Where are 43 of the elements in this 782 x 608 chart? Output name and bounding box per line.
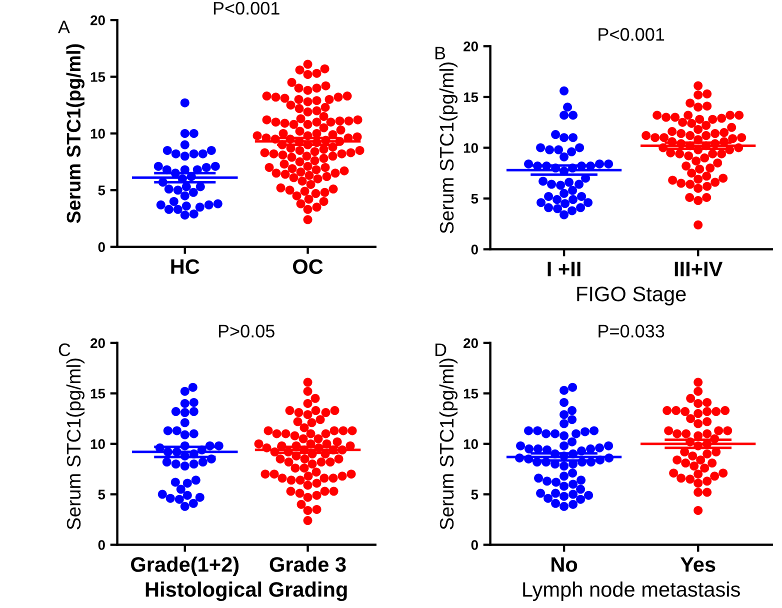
y-tick-label: 0	[471, 244, 478, 254]
y-axis-title: Serum STC1(pg/ml)	[66, 44, 84, 224]
chart-title: P<0.001	[214, 2, 280, 15]
x-tick-label: HC	[171, 259, 200, 274]
y-axis-title: Serum STC1(pg/ml)	[439, 358, 458, 530]
y-tick-label: 5	[98, 490, 106, 500]
y-axis-title: Serum STC1(pg/ml)	[66, 358, 84, 530]
text: D	[435, 344, 446, 356]
y-axis-title: Serum STC1(pg/ml)	[439, 62, 458, 234]
y-tick-label: 5	[471, 490, 478, 500]
chart-title: P>0.05	[218, 324, 274, 338]
y-tick-label: 20	[90, 338, 105, 348]
x-tick-label: Yes	[680, 557, 716, 572]
y-tick-label: 15	[464, 92, 478, 102]
y-tick-label: 20	[464, 42, 478, 52]
x-axis-title: FIGO Stage	[577, 286, 686, 306]
y-tick-label: 0	[98, 242, 105, 252]
chart-title: P=0.033	[598, 324, 664, 338]
y-tick-label: 10	[464, 143, 478, 153]
y-tick-label: 20	[90, 15, 105, 26]
y-tick-label: 10	[464, 439, 478, 450]
x-axis-title: Histological Grading	[146, 582, 347, 602]
y-tick-label: 15	[90, 388, 106, 399]
y-tick-label: 5	[471, 194, 478, 204]
x-tick-label: Grade 3	[270, 556, 346, 572]
x-tick-label: No	[552, 557, 578, 572]
text: C	[58, 343, 70, 356]
y-tick-label: 20	[464, 338, 478, 348]
x-tick-label: OC	[293, 259, 323, 274]
y-tick-label: 10	[90, 128, 105, 139]
text: B	[435, 46, 446, 60]
x-tick-label: III+IV	[674, 262, 723, 276]
x-axis-title: Lymph node metastasis	[523, 582, 740, 601]
y-tick-label: 15	[464, 388, 478, 399]
y-tick-label: 10	[90, 439, 105, 450]
x-tick-label: Grade(1+2)	[131, 556, 239, 576]
y-tick-label: 0	[471, 540, 478, 550]
chart-title: P<0.001	[598, 28, 664, 41]
text: A	[58, 20, 70, 34]
y-tick-label: 15	[90, 72, 106, 82]
y-tick-label: 5	[98, 186, 106, 196]
y-tick-label: 0	[98, 540, 105, 550]
x-tick-label: I +II	[548, 262, 580, 276]
